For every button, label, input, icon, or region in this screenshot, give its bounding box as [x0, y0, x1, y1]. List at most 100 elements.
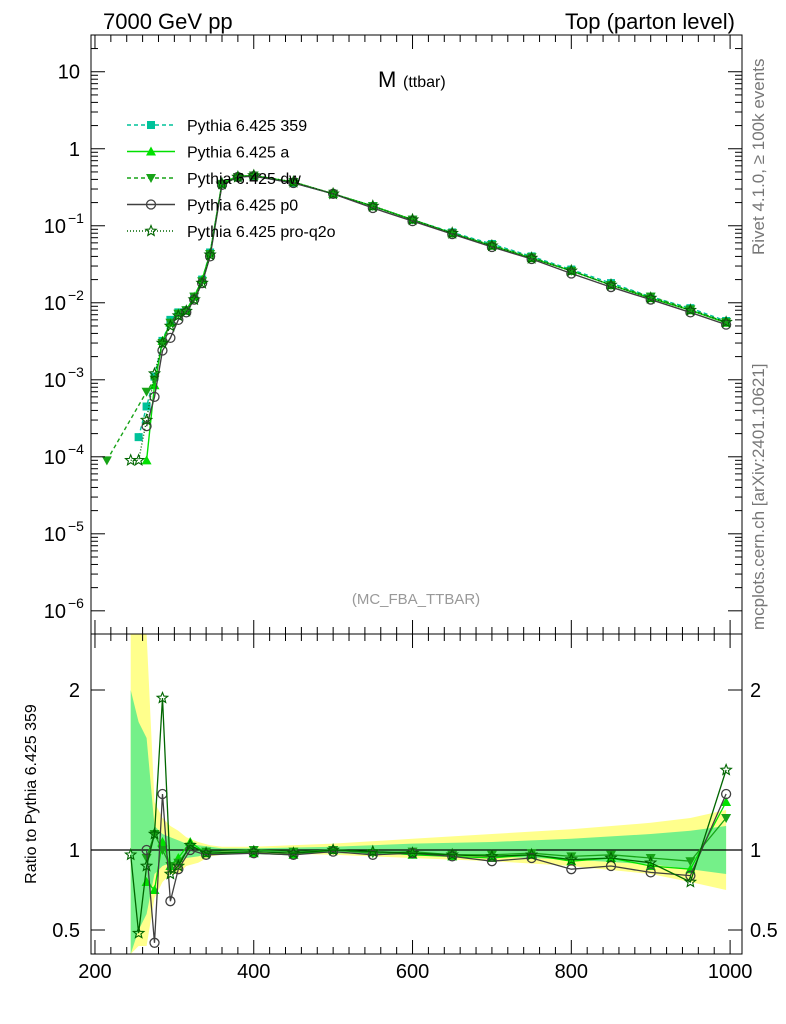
data-point: [604, 277, 618, 291]
data-point: [215, 176, 229, 190]
ratio-axes: 2 2 1 1 0.5 0.5: [52, 634, 778, 954]
y-tick-label: 10: [44, 370, 66, 392]
ratio-point: [124, 847, 138, 861]
series-1: [141, 170, 732, 465]
data-point: [564, 263, 578, 277]
series-line: [137, 175, 727, 438]
x-tick-label: 400: [237, 961, 270, 983]
data-point: [247, 168, 261, 182]
x-tick-label: 200: [78, 961, 111, 983]
data-point: [163, 319, 177, 332]
ratio-point: [200, 849, 212, 860]
ratio-point: [605, 860, 617, 872]
data-point: [216, 179, 228, 190]
y-tick-exponent: −5: [68, 518, 84, 534]
main-panel: M (ttbar) (MC_FBA_TTBAR) 10110−110−210−3…: [44, 34, 743, 635]
data-point: [141, 421, 152, 432]
ratio-point: [201, 847, 212, 857]
data-point: [165, 318, 176, 328]
ratio-point: [719, 762, 733, 776]
ratio-panel: 2 2 1 1 0.5 0.5 Ratio to Pythia 6.425 359: [23, 633, 778, 955]
ratio-point: [526, 852, 537, 864]
data-point: [101, 456, 112, 466]
legend-marker: [146, 146, 156, 156]
data-point: [405, 212, 420, 226]
data-point: [134, 433, 143, 442]
legend-marker: [146, 174, 156, 183]
ratio-point: [327, 846, 339, 857]
ratio-point: [367, 849, 378, 860]
y-tick-label: 10: [44, 524, 66, 546]
uncertainty-band: [130, 634, 727, 954]
data-point: [286, 175, 301, 188]
data-point: [203, 247, 217, 261]
y-tick-exponent: −6: [68, 595, 84, 611]
y-tick-exponent: −4: [68, 441, 84, 457]
data-point: [165, 332, 176, 344]
series-line: [145, 174, 727, 461]
ratio-point: [366, 844, 380, 858]
main-title: M: [378, 67, 396, 92]
data-point: [566, 268, 577, 279]
ratio-y-tick-label: 1: [69, 840, 80, 862]
legend-label: Pythia 6.425 a: [187, 145, 289, 162]
ratio-y-tick-label-right: 0.5: [750, 920, 778, 942]
legend-label: Pythia 6.425 p0: [187, 198, 298, 215]
data-point: [173, 309, 184, 319]
data-point: [644, 291, 658, 304]
ratio-point: [155, 691, 170, 704]
watermark: (MC_FBA_TTBAR): [352, 591, 480, 608]
y-tick-label: 10: [44, 447, 66, 469]
y-tick-label: 10: [44, 293, 66, 315]
ratio-point: [147, 826, 162, 840]
ratio-ylabel: Ratio to Pythia 6.425 359: [23, 704, 40, 884]
ratio-point: [171, 858, 186, 872]
header-right: Top (parton level): [565, 9, 735, 34]
data-point: [685, 307, 696, 318]
data-point: [195, 276, 209, 289]
y-tick-exponent: −3: [68, 364, 84, 380]
legend: Pythia 6.425 359 Pythia 6.425 a Pythia 6.4…: [127, 118, 336, 241]
ratio-point: [165, 896, 176, 907]
ratio-point: [645, 867, 656, 878]
ratio-point: [326, 843, 340, 856]
data-point: [645, 292, 656, 302]
ratio-point: [486, 850, 497, 860]
data-point: [407, 215, 418, 227]
uncertainty-band: [130, 690, 727, 954]
x-tick-label: 1000: [708, 961, 753, 983]
data-point: [445, 226, 459, 239]
x-tick-label: 800: [555, 961, 588, 983]
x-axis-labels: 200 400 600 800 1000: [78, 961, 752, 983]
ratio-series-group: [91, 691, 742, 948]
data-point: [142, 402, 151, 411]
ratio-point: [288, 849, 299, 860]
ratio-point: [721, 814, 732, 823]
ratio-point: [405, 846, 420, 859]
ratio-point: [139, 858, 154, 872]
ratio-point: [683, 874, 698, 888]
ratio-point: [163, 866, 178, 880]
ratio-point: [524, 847, 539, 861]
ratio-y-tick-label: 2: [69, 680, 80, 702]
data-point: [204, 251, 216, 262]
series-line: [130, 174, 727, 461]
header-left: 7000 GeV pp: [103, 9, 233, 34]
ratio-bands: [130, 634, 727, 954]
data-point: [367, 202, 378, 214]
legend-label: Pythia 6.425 dw: [187, 171, 301, 188]
legend-label: Pythia 6.425 359: [187, 118, 307, 135]
ratio-line: [130, 697, 727, 934]
ratio-point: [247, 844, 261, 858]
data-point: [231, 170, 245, 183]
data-point: [485, 238, 499, 252]
ratio-point: [564, 852, 578, 866]
data-point: [683, 303, 697, 316]
ratio-point: [288, 847, 299, 857]
ratio-y-tick-label-right: 1: [750, 840, 761, 862]
ratio-point: [248, 848, 259, 859]
data-point: [155, 336, 170, 349]
y-tick-exponent: −1: [68, 210, 84, 226]
data-point: [131, 453, 146, 467]
